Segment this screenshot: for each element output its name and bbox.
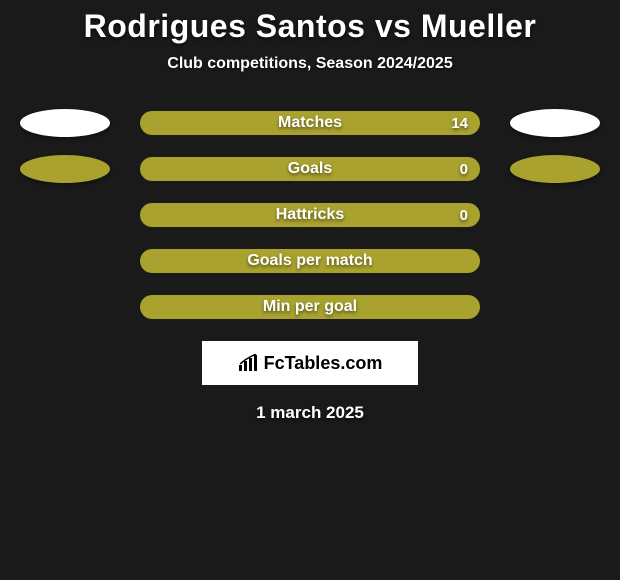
stat-bar: Goals per match xyxy=(140,249,480,273)
stats-container: Matches 14 Goals 0 Hattricks 0 Goals per match… xyxy=(0,111,620,319)
left-ellipse xyxy=(20,109,110,137)
stat-value: 0 xyxy=(460,161,468,178)
stat-row: Goals 0 xyxy=(0,157,620,181)
stat-bar: Min per goal xyxy=(140,295,480,319)
stat-bar: Hattricks 0 xyxy=(140,203,480,227)
page-subtitle: Club competitions, Season 2024/2025 xyxy=(0,55,620,73)
chart-icon xyxy=(238,354,260,372)
fctables-logo: FcTables.com xyxy=(238,353,383,374)
left-ellipse xyxy=(20,155,110,183)
stat-value: 0 xyxy=(460,207,468,224)
stat-label: Hattricks xyxy=(276,206,344,224)
stat-row: Matches 14 xyxy=(0,111,620,135)
stat-label: Min per goal xyxy=(263,298,357,316)
stat-row: Min per goal xyxy=(0,295,620,319)
right-ellipse xyxy=(510,109,600,137)
stat-bar: Matches 14 xyxy=(140,111,480,135)
right-ellipse xyxy=(510,155,600,183)
stat-row: Goals per match xyxy=(0,249,620,273)
stat-label: Goals per match xyxy=(247,252,372,270)
logo-box: FcTables.com xyxy=(202,341,418,385)
date-label: 1 march 2025 xyxy=(0,403,620,423)
logo-label: FcTables.com xyxy=(264,353,383,374)
stat-label: Goals xyxy=(288,160,332,178)
stat-row: Hattricks 0 xyxy=(0,203,620,227)
page-title: Rodrigues Santos vs Mueller xyxy=(0,8,620,45)
stat-value: 14 xyxy=(451,115,468,132)
stat-label: Matches xyxy=(278,114,342,132)
stat-bar: Goals 0 xyxy=(140,157,480,181)
